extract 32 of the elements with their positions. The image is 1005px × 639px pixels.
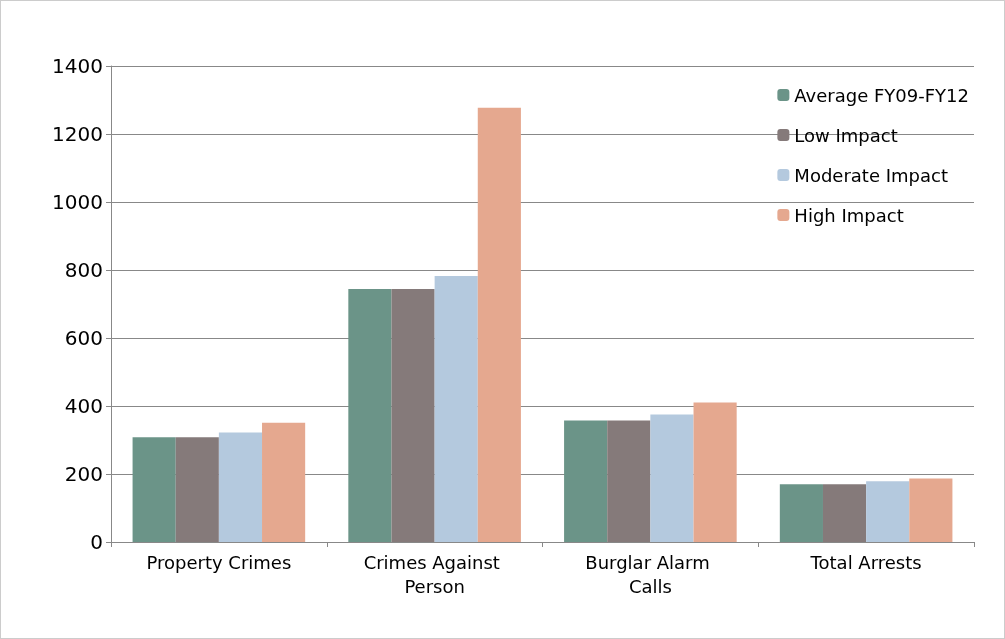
y-tick-label: 1400 [52,54,103,78]
y-tick-label: 1200 [52,122,103,146]
bar [822,484,867,542]
bar [564,420,608,542]
bar [218,432,263,542]
x-tick-label: Total Arrests [809,551,922,573]
bar [693,402,737,542]
legend-label: Low Impact [794,124,898,146]
bar [132,437,176,542]
y-tick-label: 1000 [52,190,103,214]
bar [779,484,823,542]
bar [262,422,306,542]
y-tick-label: 400 [64,394,103,418]
bar [477,107,521,542]
bar [391,289,435,542]
bar [607,420,651,542]
bar [650,414,694,542]
x-tick-label: Burglar Alarm Calls [585,551,716,597]
legend-label: High Impact [794,204,904,226]
legend-label: Average FY09-FY12 [794,84,969,106]
bar [175,437,219,542]
y-tick-label: 200 [64,462,103,486]
y-tick-label: 600 [64,326,103,350]
y-tick-label: 800 [64,258,103,282]
bar [866,481,910,542]
x-tick-label: Crimes Against Person [363,551,506,597]
bar [348,289,392,542]
x-tick-label: Property Crimes [146,551,292,573]
legend-label: Moderate Impact [794,164,948,186]
bar [434,276,478,542]
bar [909,478,953,542]
y-tick-label: 0 [90,530,103,554]
